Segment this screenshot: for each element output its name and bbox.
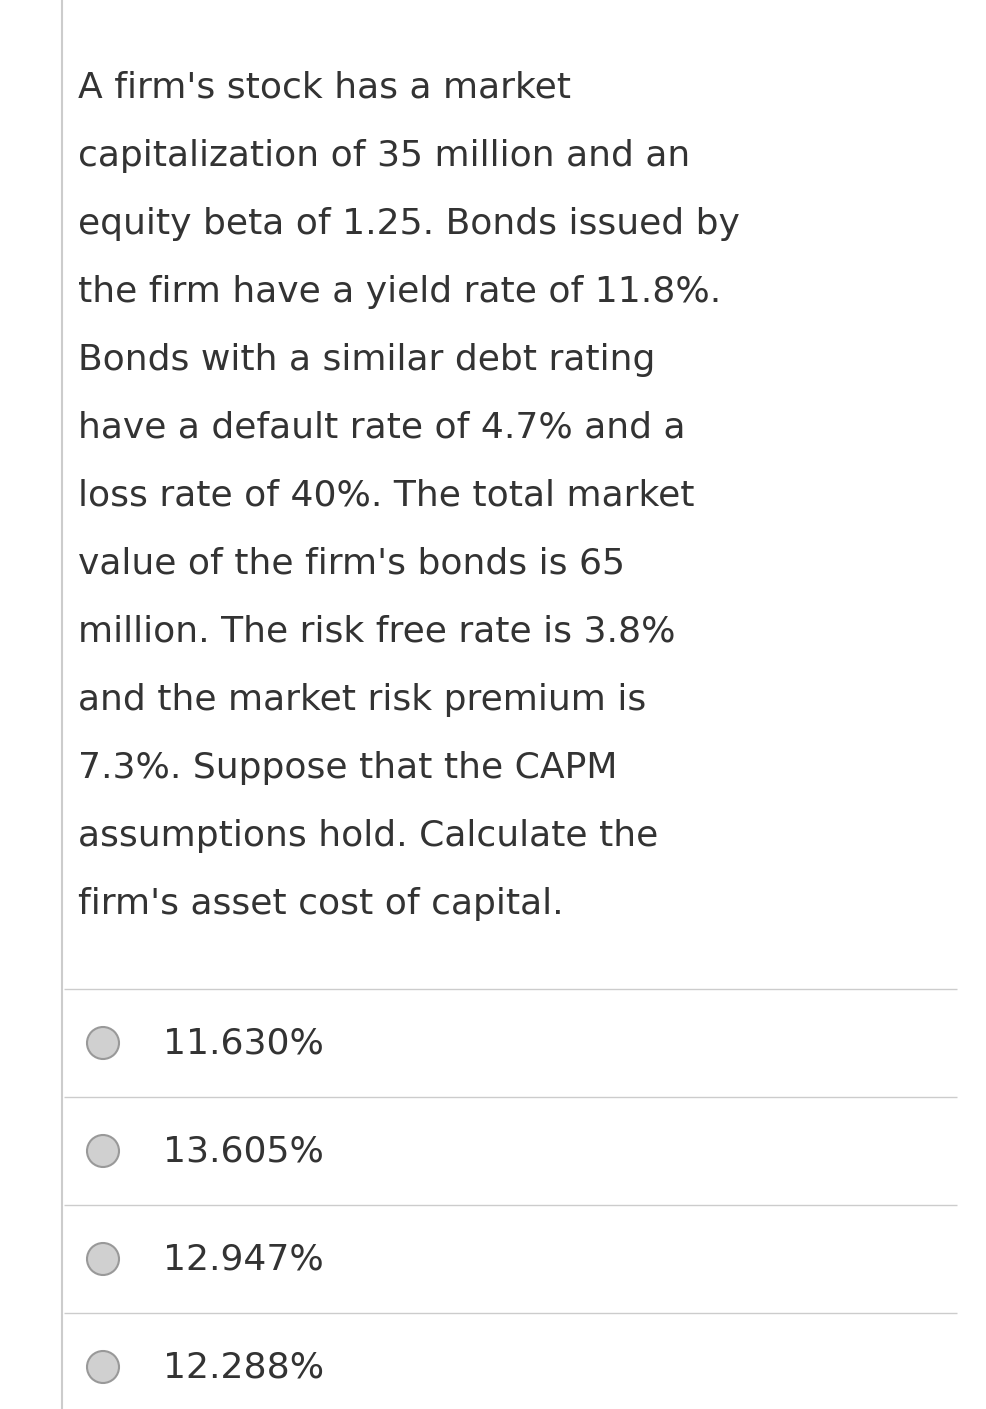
Text: have a default rate of 4.7% and a: have a default rate of 4.7% and a — [78, 411, 685, 445]
Circle shape — [87, 1351, 119, 1384]
Text: 13.605%: 13.605% — [163, 1134, 323, 1168]
Text: equity beta of 1.25. Bonds issued by: equity beta of 1.25. Bonds issued by — [78, 207, 740, 241]
Text: A firm's stock has a market: A firm's stock has a market — [78, 70, 571, 104]
Text: the firm have a yield rate of 11.8%.: the firm have a yield rate of 11.8%. — [78, 275, 721, 309]
Text: value of the firm's bonds is 65: value of the firm's bonds is 65 — [78, 547, 624, 581]
Text: firm's asset cost of capital.: firm's asset cost of capital. — [78, 886, 563, 921]
Text: Bonds with a similar debt rating: Bonds with a similar debt rating — [78, 342, 655, 376]
Text: 12.947%: 12.947% — [163, 1241, 323, 1277]
Text: assumptions hold. Calculate the: assumptions hold. Calculate the — [78, 819, 658, 852]
Text: 11.630%: 11.630% — [163, 1026, 323, 1060]
Circle shape — [87, 1243, 119, 1275]
Circle shape — [87, 1027, 119, 1060]
Circle shape — [87, 1136, 119, 1167]
Text: 7.3%. Suppose that the CAPM: 7.3%. Suppose that the CAPM — [78, 751, 617, 785]
Text: loss rate of 40%. The total market: loss rate of 40%. The total market — [78, 479, 694, 513]
Text: and the market risk premium is: and the market risk premium is — [78, 683, 646, 717]
Text: million. The risk free rate is 3.8%: million. The risk free rate is 3.8% — [78, 614, 674, 648]
Text: capitalization of 35 million and an: capitalization of 35 million and an — [78, 139, 689, 173]
Text: 12.288%: 12.288% — [163, 1350, 323, 1384]
